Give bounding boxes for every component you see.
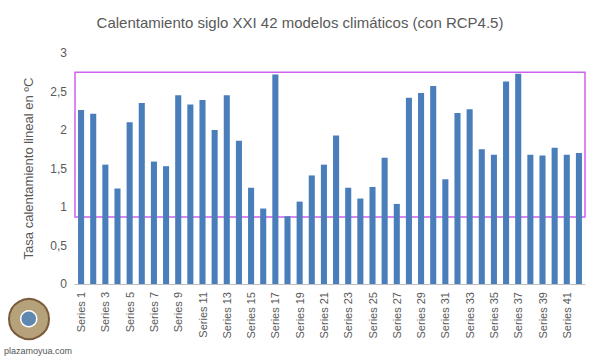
svg-text:Series 1: Series 1: [75, 292, 87, 332]
svg-text:Series 19: Series 19: [294, 292, 306, 338]
svg-text:3: 3: [60, 46, 67, 60]
svg-text:Series 33: Series 33: [464, 292, 476, 338]
svg-text:Series 3: Series 3: [99, 292, 111, 332]
svg-text:Series 27: Series 27: [391, 292, 403, 338]
svg-text:0: 0: [60, 277, 67, 291]
svg-text:Series 35: Series 35: [488, 292, 500, 338]
svg-text:Series 25: Series 25: [367, 292, 379, 338]
svg-text:Series 39: Series 39: [537, 292, 549, 338]
svg-text:Series 29: Series 29: [415, 292, 427, 338]
svg-text:Series 11: Series 11: [197, 292, 209, 338]
svg-text:Series 21: Series 21: [318, 292, 330, 338]
svg-text:0,5: 0,5: [50, 239, 67, 253]
svg-text:Calentamiento siglo XXI 42 mod: Calentamiento siglo XXI 42 modelos climá…: [97, 14, 504, 31]
svg-text:2,5: 2,5: [50, 85, 67, 99]
svg-text:Series 31: Series 31: [439, 292, 451, 338]
svg-text:Series 5: Series 5: [124, 292, 136, 332]
svg-text:Series 13: Series 13: [221, 292, 233, 338]
svg-text:Series 7: Series 7: [148, 292, 160, 332]
svg-text:Series 9: Series 9: [172, 292, 184, 332]
svg-text:Tasa calentamiento lineal en º: Tasa calentamiento lineal en ºC: [21, 78, 36, 260]
svg-text:2: 2: [60, 123, 67, 137]
svg-text:plazamoyua.com: plazamoyua.com: [4, 346, 72, 356]
svg-text:Series 23: Series 23: [342, 292, 354, 338]
svg-text:Series 37: Series 37: [512, 292, 524, 338]
svg-text:Series 41: Series 41: [561, 292, 573, 338]
svg-text:1,5: 1,5: [50, 162, 67, 176]
svg-text:1: 1: [60, 200, 67, 214]
svg-text:Series 17: Series 17: [269, 292, 281, 338]
svg-text:Series 15: Series 15: [245, 292, 257, 338]
